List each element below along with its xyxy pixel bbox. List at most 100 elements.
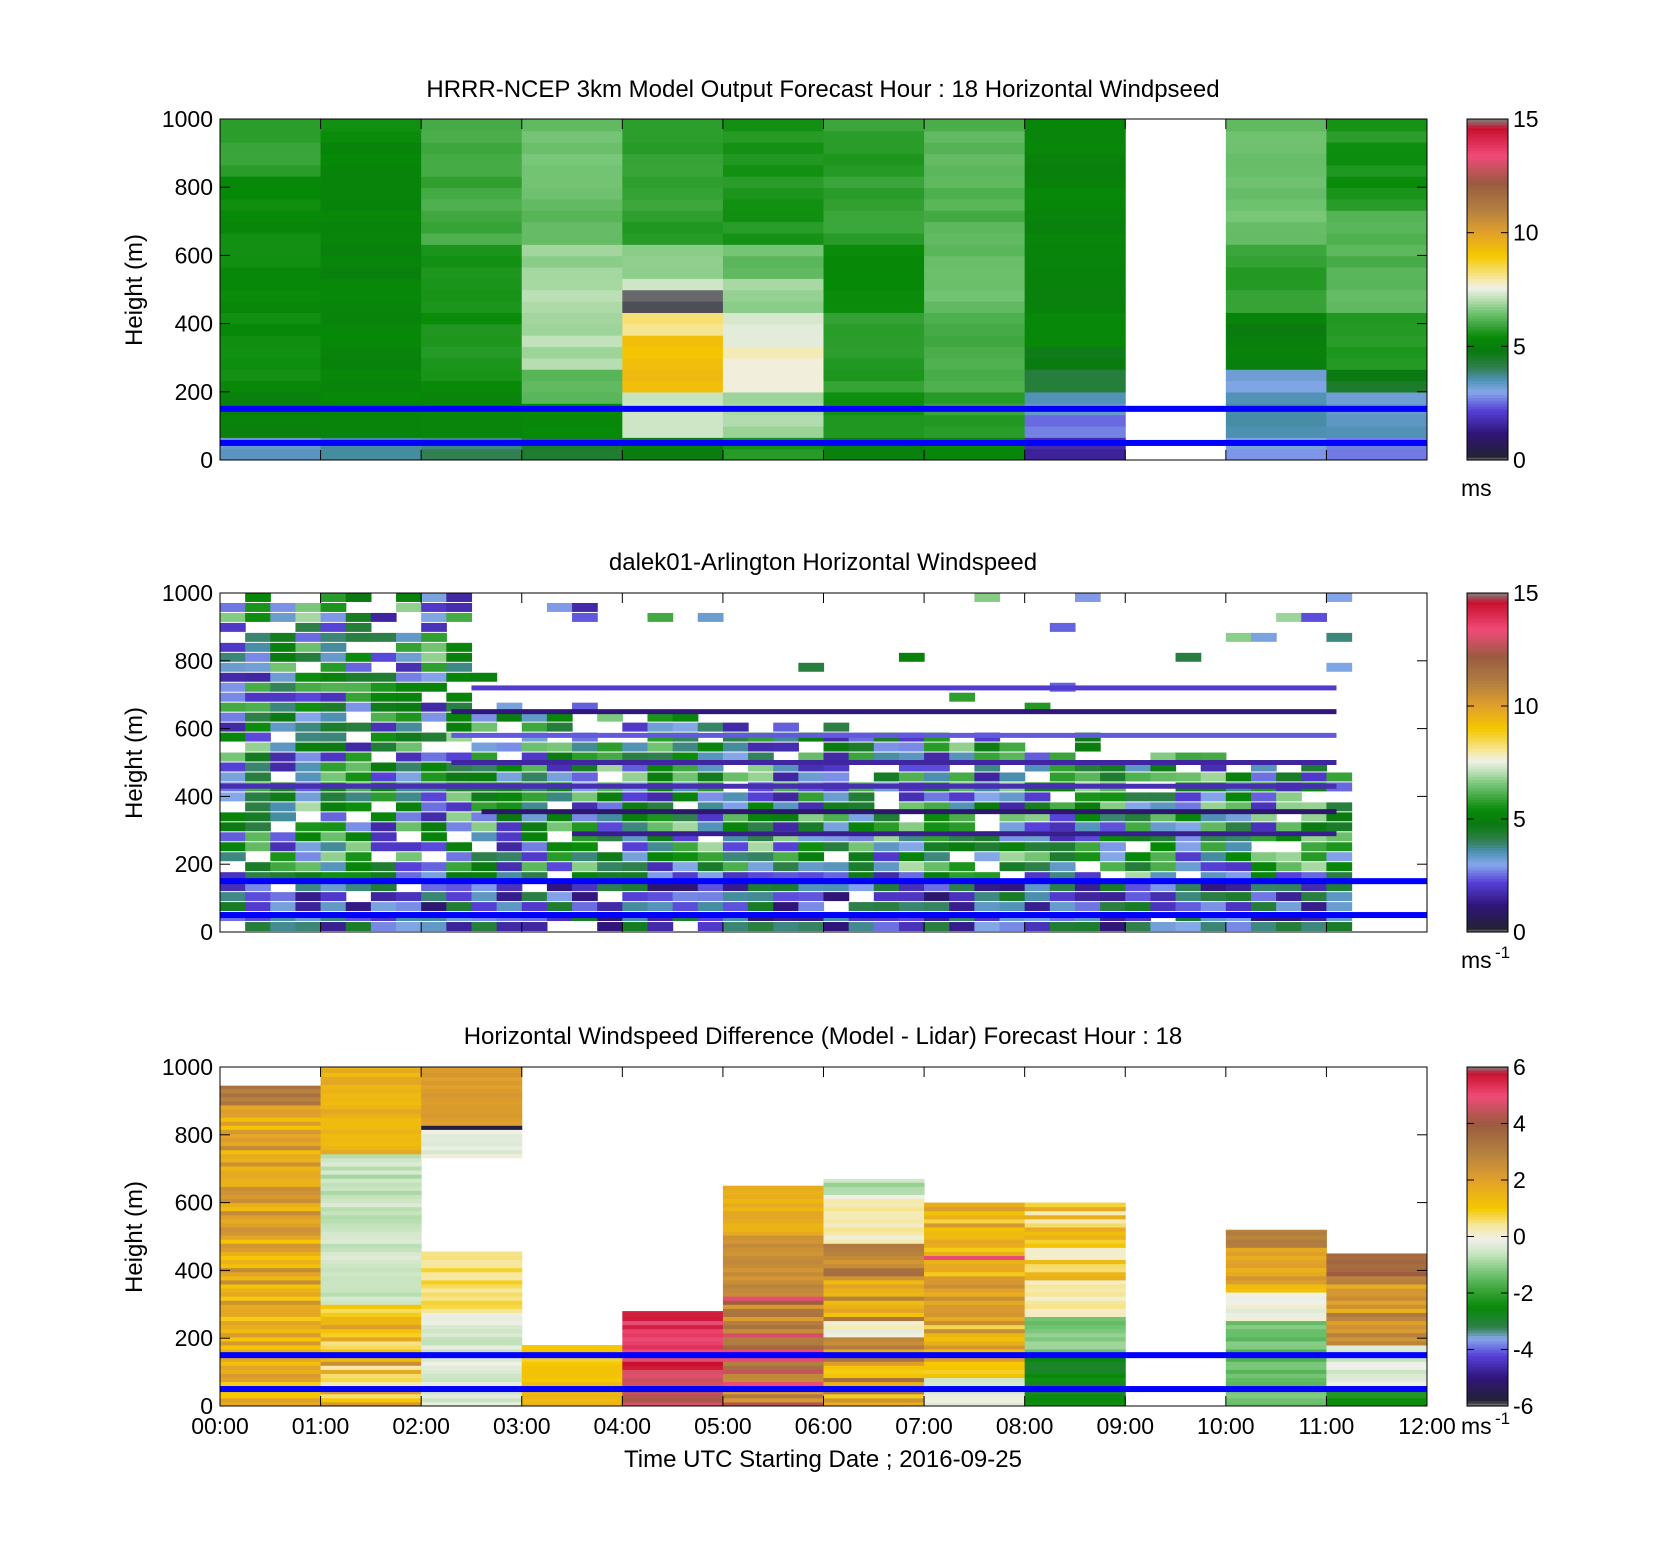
difference-cell: [1024, 1308, 1126, 1313]
colorbar-swatch: [1467, 232, 1508, 237]
difference-cell: [1225, 1243, 1327, 1248]
colorbar-swatch: [1467, 1366, 1508, 1370]
lidar-cell: [1250, 802, 1277, 812]
colorbar-swatch: [1467, 787, 1508, 792]
colorbar-swatch: [1467, 352, 1508, 356]
difference-cell: [320, 1117, 422, 1122]
difference-cell: [320, 1218, 422, 1224]
difference-cell: [220, 1357, 322, 1362]
model-cell: [220, 335, 322, 348]
difference-cell: [924, 1259, 1026, 1265]
lidar-cell: [1301, 802, 1328, 812]
model-cell: [1024, 323, 1126, 336]
colorbar-swatch: [1467, 1386, 1508, 1390]
difference-cell: [823, 1296, 925, 1301]
lidar-cell: [521, 862, 548, 872]
difference-cell: [421, 1393, 523, 1399]
difference-cell: [421, 1332, 523, 1338]
lidar-cell: [320, 772, 347, 782]
model-cell: [220, 164, 322, 177]
difference-cell: [924, 1296, 1026, 1301]
lidar-cell: [546, 862, 573, 872]
model-cell: [722, 119, 824, 132]
model-cell: [722, 289, 824, 302]
colorbar-swatch: [1467, 226, 1508, 231]
lidar-cell: [647, 892, 674, 902]
difference-cell: [220, 1271, 322, 1277]
lidar-cell: [320, 722, 347, 732]
lidar-cell: [396, 792, 422, 802]
lidar-cell: [773, 832, 799, 842]
model-cell: [722, 232, 824, 245]
colorbar-swatch: [1467, 728, 1508, 733]
colorbar-swatch: [1467, 604, 1508, 608]
difference-cell: [924, 1401, 1026, 1406]
difference-cell: [421, 1377, 523, 1383]
colorbar-swatch: [1467, 1137, 1508, 1142]
model-cell: [722, 244, 824, 257]
colorbar-swatch: [1467, 147, 1508, 151]
colorbar-swatch: [1467, 768, 1508, 772]
difference-cell: [320, 1316, 422, 1322]
colorbar-tick-label: 10: [1513, 693, 1539, 719]
model-cell: [521, 119, 623, 120]
lidar-cell: [999, 802, 1026, 812]
model-cell: [421, 335, 523, 348]
difference-cell: [421, 1129, 523, 1134]
lidar-cell: [999, 882, 1026, 892]
x-tick-label: 02:00: [392, 1413, 450, 1439]
model-cell: [924, 369, 1026, 382]
colorbar-swatch: [1467, 454, 1508, 458]
colorbar-swatch: [1467, 1208, 1508, 1212]
lidar-cell: [848, 792, 875, 802]
panel-lidar-title: dalek01-Arlington Horizontal Windspeed: [609, 549, 1037, 576]
colorbar-swatch: [1467, 618, 1508, 622]
lidar-cell: [421, 862, 447, 872]
model-cell: [521, 198, 623, 211]
model-cell: [924, 289, 1026, 302]
difference-cell: [722, 1349, 824, 1354]
lidar-cell: [773, 872, 799, 882]
lidar-cell: [446, 692, 473, 702]
model-cell: [1024, 119, 1126, 132]
model-cell: [1326, 232, 1427, 245]
colorbar-swatch: [1467, 315, 1508, 319]
colorbar-swatch: [1467, 683, 1508, 687]
colorbar-swatch: [1467, 292, 1508, 296]
lidar-cell: [1326, 822, 1353, 832]
lidar-cell: [1049, 622, 1076, 632]
difference-cell: [320, 1377, 422, 1383]
colorbar-swatch: [1467, 1400, 1508, 1404]
lidar-cell: [1074, 822, 1101, 832]
difference-cell: [1024, 1279, 1126, 1285]
difference-cell: [1225, 1300, 1327, 1305]
model-cell: [823, 244, 925, 257]
colorbar-swatch: [1467, 391, 1508, 396]
y-tick-label: 800: [175, 174, 213, 200]
lidar-cell: [245, 922, 271, 932]
lidar-cell: [1225, 902, 1252, 912]
lidar-cell: [295, 822, 322, 832]
model-cell: [924, 278, 1026, 291]
difference-cell: [220, 1340, 322, 1346]
colorbar-swatch: [1467, 298, 1508, 302]
lidar-cell: [1326, 662, 1353, 672]
model-cell: [823, 312, 925, 325]
colorbar-swatch: [1467, 821, 1508, 826]
lidar-cell: [345, 702, 372, 712]
lidar-cell: [496, 852, 523, 862]
lidar-cell: [949, 882, 975, 892]
lidar-cell: [1100, 922, 1126, 932]
lidar-cell: [1276, 892, 1302, 902]
lidar-cell: [1024, 762, 1051, 772]
model-cell: [320, 164, 422, 177]
model-cell: [320, 369, 422, 382]
difference-cell: [1225, 1365, 1327, 1370]
difference-cell: [421, 1084, 523, 1090]
lidar-cell: [370, 842, 397, 852]
model-cell: [622, 414, 724, 427]
lidar-cell: [898, 922, 925, 932]
colorbar-swatch: [1467, 621, 1508, 625]
lidar-cell: [1125, 812, 1151, 822]
colorbar-swatch: [1467, 898, 1508, 902]
